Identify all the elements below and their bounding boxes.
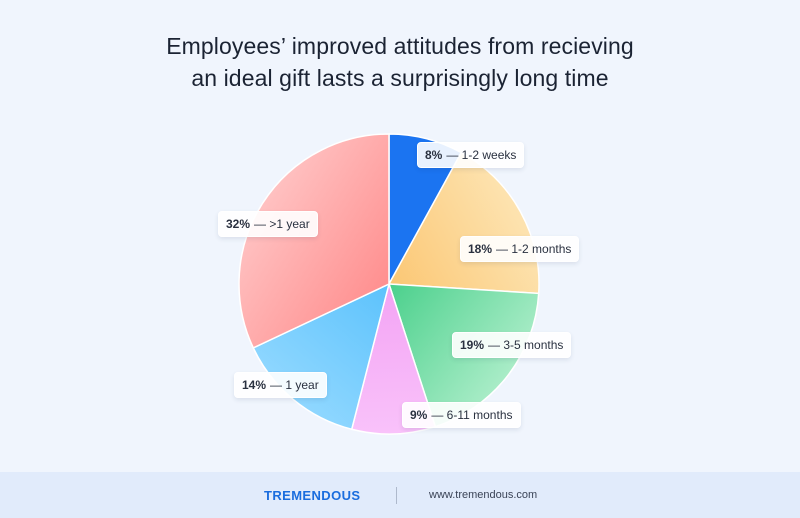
slice-label-5: 14% — 1 year	[234, 372, 327, 398]
slice-percent: 14%	[242, 378, 267, 392]
slice-label-4: 9% — 6-11 months	[402, 402, 521, 428]
slice-percent: 32%	[226, 217, 251, 231]
pie-chart	[238, 133, 540, 435]
slice-label-3: 19% — 3-5 months	[452, 332, 572, 358]
slice-label-1: 8% — 1-2 weeks	[417, 142, 525, 168]
slice-percent: 19%	[460, 338, 485, 352]
slice-category: — >1 year	[254, 217, 310, 231]
footer: TREMENDOUS www.tremendous.com	[0, 472, 800, 518]
website-link[interactable]: www.tremendous.com	[429, 489, 538, 501]
chart-title-line-1: Employees’ improved attitudes from recie…	[166, 33, 634, 59]
slice-percent: 8%	[425, 148, 443, 162]
chart-title-line-2: an ideal gift lasts a surprisingly long …	[191, 65, 609, 91]
slice-percent: 18%	[468, 242, 493, 256]
footer-divider	[396, 487, 397, 504]
slice-label-2: 18% — 1-2 months	[460, 236, 580, 262]
pie-slice-6	[238, 133, 390, 349]
slice-category: — 1-2 weeks	[446, 148, 517, 162]
slice-category: — 6-11 months	[431, 408, 513, 422]
slice-category: — 1 year	[270, 378, 319, 392]
slice-percent: 9%	[410, 408, 428, 422]
slice-category: — 3-5 months	[488, 338, 564, 352]
brand-logo[interactable]: TREMENDOUS	[264, 488, 361, 503]
slice-category: — 1-2 months	[496, 242, 572, 256]
chart-title: Employees’ improved attitudes from recie…	[0, 30, 800, 94]
slice-label-6: 32% — >1 year	[218, 211, 318, 237]
